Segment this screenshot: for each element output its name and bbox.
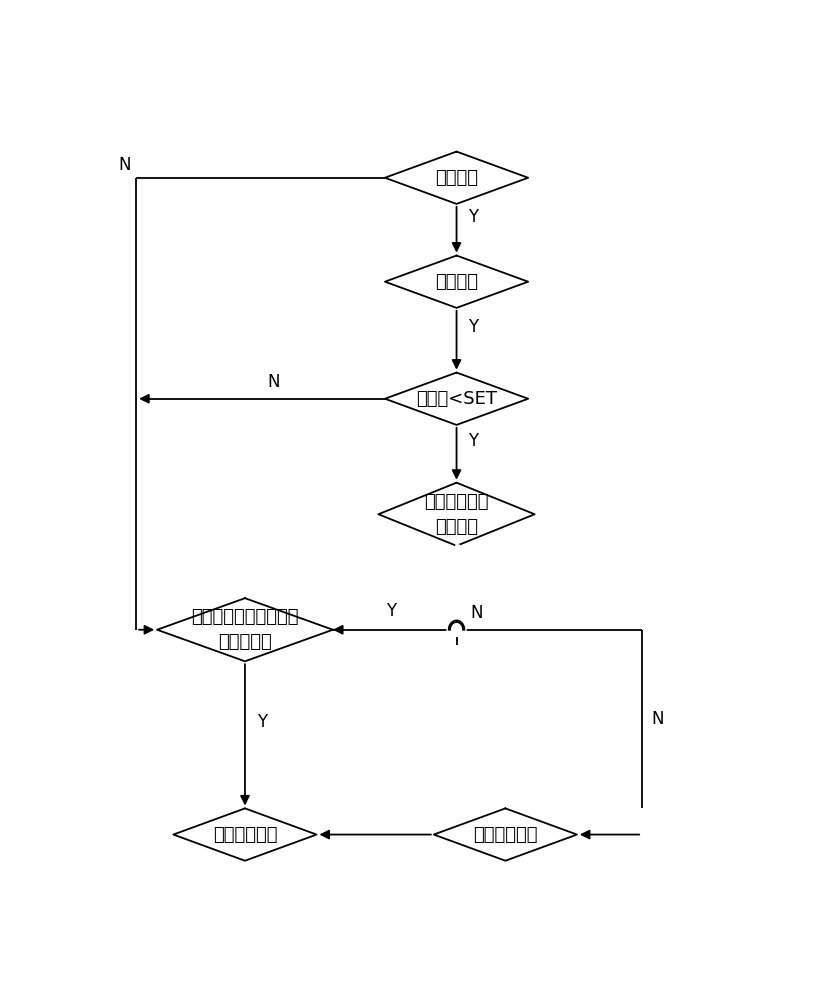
Text: Y: Y [386,602,396,620]
Text: 光纤通道: 光纤通道 [435,169,478,187]
Text: 本侧区内故障: 本侧区内故障 [213,826,277,844]
Polygon shape [173,808,317,861]
Polygon shape [379,483,535,546]
Polygon shape [385,373,528,425]
Text: Y: Y [468,208,479,226]
Polygon shape [433,808,577,861]
Text: 纵联方向零序、负序综
合方向判别: 纵联方向零序、负序综 合方向判别 [192,608,299,651]
Text: N: N [471,604,483,622]
Text: N: N [118,156,131,174]
Text: N: N [267,373,280,391]
Text: Y: Y [468,318,479,336]
Polygon shape [385,152,528,204]
Text: 通道正常: 通道正常 [435,273,478,291]
Polygon shape [157,598,333,661]
Text: 误码率<SET: 误码率<SET [416,390,497,408]
Text: 计算差流进行
差动判据: 计算差流进行 差动判据 [424,493,489,536]
Text: Y: Y [468,432,479,450]
Polygon shape [385,256,528,308]
Text: Y: Y [257,713,267,731]
Text: N: N [652,710,664,728]
Text: 本侧区外故障: 本侧区外故障 [473,826,538,844]
